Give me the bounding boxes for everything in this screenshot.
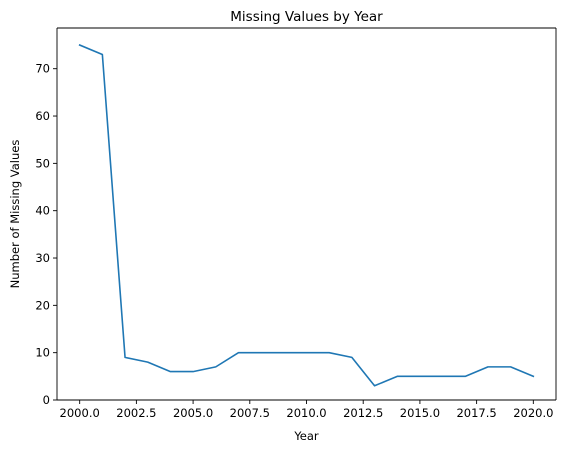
y-tick-label: 60 bbox=[35, 109, 50, 123]
x-tick-label: 2020.0 bbox=[513, 406, 553, 420]
y-tick-label: 10 bbox=[35, 346, 50, 360]
y-tick-label: 20 bbox=[35, 298, 50, 312]
y-axis-label: Number of Missing Values bbox=[8, 140, 22, 289]
x-tick-label: 2002.5 bbox=[116, 406, 156, 420]
x-tick-label: 2017.5 bbox=[456, 406, 496, 420]
x-tick-label: 2010.0 bbox=[286, 406, 326, 420]
x-tick-label: 2005.0 bbox=[173, 406, 213, 420]
y-tick-label: 0 bbox=[43, 393, 50, 407]
x-tick-label: 2000.0 bbox=[60, 406, 100, 420]
chart-title: Missing Values by Year bbox=[230, 9, 383, 25]
x-axis-label: Year bbox=[293, 429, 319, 443]
x-tick-label: 2015.0 bbox=[400, 406, 440, 420]
y-tick-label: 30 bbox=[35, 251, 50, 265]
y-tick-label: 40 bbox=[35, 204, 50, 218]
plot-area bbox=[57, 28, 556, 400]
x-tick-label: 2012.5 bbox=[343, 406, 383, 420]
x-tick-label: 2007.5 bbox=[230, 406, 270, 420]
y-tick-label: 50 bbox=[35, 156, 50, 170]
y-tick-label: 70 bbox=[35, 62, 50, 76]
